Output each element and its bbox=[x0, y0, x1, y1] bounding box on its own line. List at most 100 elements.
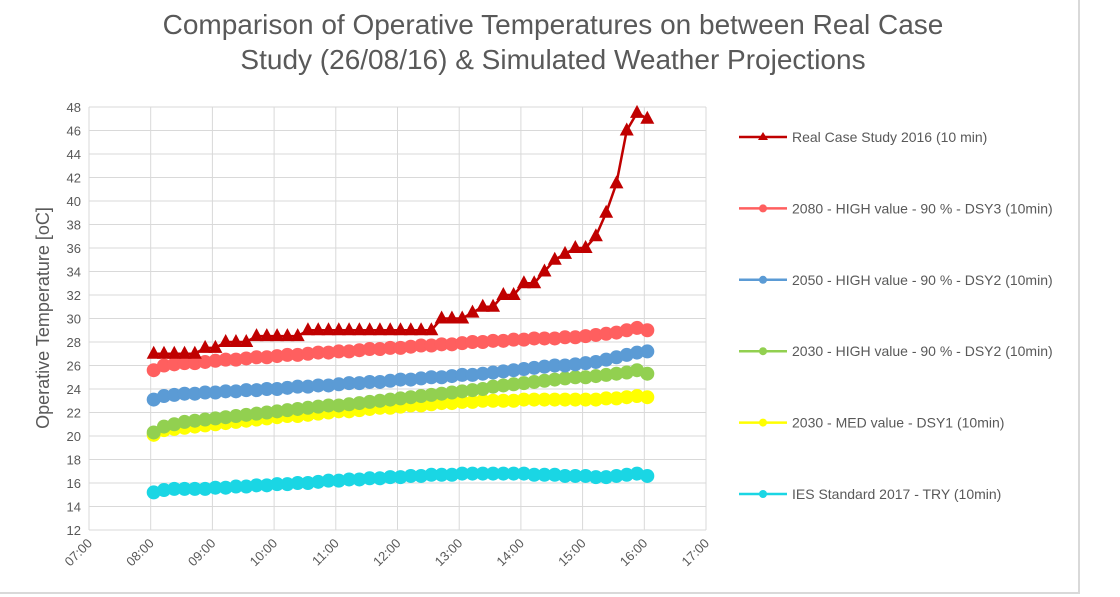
data-point bbox=[444, 467, 459, 482]
data-point bbox=[270, 328, 285, 342]
data-point bbox=[568, 468, 583, 483]
data-point bbox=[228, 409, 243, 424]
data-point bbox=[486, 393, 501, 408]
data-point bbox=[599, 367, 614, 382]
data-point bbox=[259, 328, 274, 342]
data-point bbox=[434, 310, 449, 324]
data-point bbox=[239, 351, 254, 366]
data-point bbox=[578, 356, 593, 371]
legend-entry: IES Standard 2017 - TRY (10min) bbox=[739, 486, 1001, 502]
data-point bbox=[167, 387, 182, 402]
x-tick-label: 16:00 bbox=[617, 536, 651, 570]
data-point bbox=[547, 251, 562, 265]
legend-entry: 2030 - MED value - DSY1 (10min) bbox=[739, 415, 1004, 431]
data-point bbox=[609, 391, 624, 406]
data-point bbox=[640, 323, 655, 338]
x-tick-label: 07:00 bbox=[62, 536, 96, 570]
y-tick-label: 46 bbox=[67, 124, 81, 139]
data-point bbox=[496, 333, 511, 348]
data-point bbox=[198, 385, 213, 400]
x-tick-label: 10:00 bbox=[247, 536, 281, 570]
x-tick-label: 14:00 bbox=[493, 536, 527, 570]
data-point bbox=[578, 392, 593, 407]
data-point bbox=[198, 412, 213, 427]
data-point bbox=[424, 370, 439, 385]
data-point bbox=[156, 345, 171, 359]
data-point bbox=[331, 377, 346, 392]
data-point bbox=[372, 393, 387, 408]
data-point bbox=[187, 356, 202, 371]
data-point bbox=[249, 350, 264, 365]
data-point bbox=[372, 374, 387, 389]
data-point bbox=[280, 347, 295, 362]
legend-label: 2050 - HIGH value - 90 % - DSY2 (10min) bbox=[792, 272, 1053, 288]
y-tick-label: 36 bbox=[67, 241, 81, 256]
y-tick-label: 48 bbox=[67, 100, 81, 115]
data-point bbox=[290, 379, 305, 394]
data-point bbox=[249, 478, 264, 493]
data-point bbox=[311, 378, 326, 393]
legend-label: 2080 - HIGH value - 90 % - DSY3 (10min) bbox=[792, 200, 1053, 216]
data-point bbox=[414, 389, 429, 404]
data-point bbox=[311, 399, 326, 414]
data-point bbox=[300, 346, 315, 361]
data-point bbox=[259, 382, 274, 396]
data-point bbox=[198, 481, 213, 496]
data-point bbox=[331, 322, 346, 336]
data-point bbox=[177, 414, 192, 429]
data-point bbox=[270, 349, 285, 364]
data-point bbox=[218, 410, 233, 425]
data-point bbox=[527, 331, 542, 346]
data-point bbox=[588, 228, 603, 242]
data-point bbox=[290, 476, 305, 490]
data-point bbox=[496, 287, 511, 300]
data-point bbox=[496, 466, 511, 481]
data-point bbox=[558, 245, 573, 259]
data-point bbox=[547, 331, 562, 346]
data-point bbox=[640, 366, 655, 381]
data-point bbox=[403, 372, 418, 387]
data-point bbox=[506, 363, 521, 378]
data-point bbox=[465, 367, 480, 382]
data-point bbox=[372, 322, 387, 336]
data-point bbox=[465, 394, 480, 409]
data-point bbox=[558, 330, 573, 345]
data-point bbox=[619, 390, 634, 405]
data-point bbox=[300, 400, 315, 415]
data-point bbox=[239, 407, 254, 422]
data-point bbox=[228, 334, 243, 347]
data-point bbox=[444, 310, 459, 324]
data-point bbox=[434, 386, 449, 401]
data-point bbox=[300, 379, 315, 394]
y-tick-label: 28 bbox=[67, 335, 81, 350]
data-point bbox=[300, 476, 315, 490]
data-point bbox=[486, 333, 501, 348]
y-tick-label: 32 bbox=[67, 288, 81, 303]
data-point bbox=[218, 352, 233, 367]
data-point bbox=[486, 298, 501, 312]
data-point bbox=[270, 382, 285, 396]
data-point bbox=[352, 472, 367, 487]
data-point bbox=[630, 389, 645, 404]
data-point bbox=[156, 389, 171, 404]
data-point bbox=[321, 322, 336, 336]
data-point bbox=[444, 385, 459, 400]
data-point bbox=[516, 376, 531, 391]
data-point bbox=[414, 338, 429, 353]
data-point bbox=[321, 398, 336, 413]
legend-entry: Real Case Study 2016 (10 min) bbox=[739, 129, 987, 145]
data-point bbox=[342, 397, 357, 412]
data-point bbox=[321, 378, 336, 393]
data-point bbox=[475, 335, 490, 349]
data-point bbox=[537, 359, 552, 374]
data-point bbox=[290, 347, 305, 362]
data-point bbox=[156, 358, 171, 373]
data-point bbox=[486, 466, 501, 481]
data-point bbox=[187, 345, 202, 359]
x-tick-label: 13:00 bbox=[432, 536, 466, 570]
legend-label: IES Standard 2017 - TRY (10min) bbox=[792, 486, 1001, 502]
data-point bbox=[362, 374, 377, 389]
data-point bbox=[342, 376, 357, 391]
data-point bbox=[352, 322, 367, 336]
data-point bbox=[290, 328, 305, 342]
